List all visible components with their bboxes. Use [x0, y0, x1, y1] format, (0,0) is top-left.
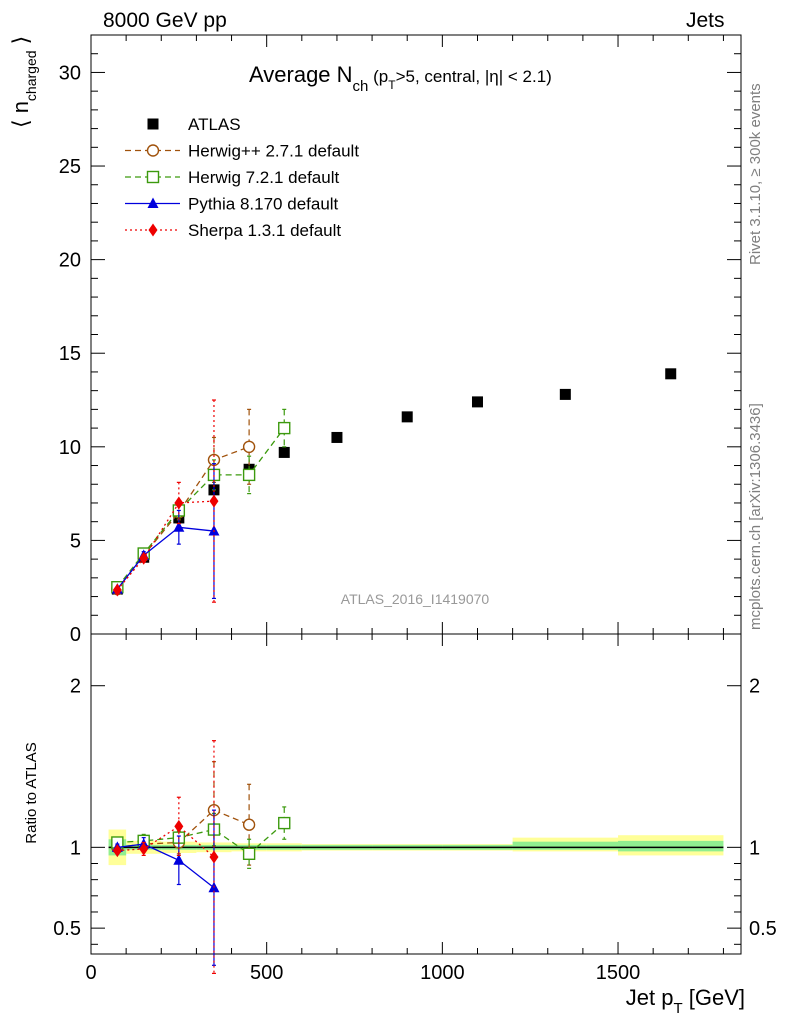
ratio-y-tick-label-left: 0.5 — [53, 918, 81, 940]
ratio-sherpa-1-3-1-default-point — [209, 850, 219, 864]
main-herwig-7-2-1-default-line — [116, 427, 285, 588]
legend-pythia-8-170-default-label: Pythia 8.170 default — [188, 195, 339, 214]
x-tick-label: 0 — [85, 962, 96, 984]
main-y-tick-label: 15 — [59, 343, 81, 365]
main-atlas-point — [665, 368, 677, 380]
ratio-y-tick-label-left: 1 — [70, 837, 81, 859]
main-y-tick-label: 10 — [59, 437, 81, 459]
ratio-stat-uncertainty-band — [618, 840, 724, 852]
main-herwig-7-2-1-default-point — [278, 421, 291, 435]
ratio-pythia-8-170-default-line — [117, 843, 215, 889]
ratio-herwig-7-2-1-default-point — [278, 816, 291, 830]
x-tick-label: 500 — [250, 962, 283, 984]
main-atlas-point — [401, 411, 413, 423]
main-sherpa-1-3-1-default-point — [112, 583, 122, 597]
legend-sherpa-1-3-1-default-marker — [148, 223, 158, 237]
legend-sherpa-1-3-1-default-label: Sherpa 1.3.1 default — [188, 221, 341, 240]
ratio-y-axis-label: Ratio to ATLAS — [23, 742, 40, 843]
main-sherpa-1-3-1-default-point — [209, 494, 219, 508]
main-sherpa-1-3-1-default-point — [139, 551, 149, 565]
main-atlas-point — [278, 446, 290, 458]
x-tick-label: 1500 — [596, 962, 641, 984]
main-y-tick-label: 25 — [59, 156, 81, 178]
ratio-y-tick-label-right: 1 — [749, 837, 760, 859]
legend-herwig-2-7-1-default-label: Herwig++ 2.7.1 default — [188, 142, 359, 161]
x-axis-label: Jet pT [GeV] — [626, 985, 745, 1017]
ratio-plot-frame — [90, 633, 742, 955]
main-atlas-point — [559, 388, 571, 400]
main-atlas-point — [471, 396, 483, 408]
main-sherpa-1-3-1-default-line — [116, 500, 215, 591]
main-herwig-2-7-1-default-line — [116, 446, 250, 590]
ratio-y-tick-label-right: 2 — [749, 676, 760, 698]
legend-herwig-2-7-1-default-marker — [146, 144, 160, 157]
legend-atlas-marker — [147, 118, 159, 130]
main-chart-title: Average Nch (pT>5, central, |η| < 2.1) — [249, 62, 552, 95]
main-y-tick-label: 20 — [59, 250, 81, 272]
main-y-axis-label: ⟨ ncharged ⟩ — [8, 36, 39, 128]
main-sherpa-1-3-1-default-point — [174, 496, 184, 510]
ratio-sherpa-1-3-1-default-point — [112, 844, 122, 858]
main-atlas-point — [331, 431, 343, 443]
header-right-label: Jets — [686, 9, 725, 32]
main-y-tick-label: 30 — [59, 62, 81, 84]
ratio-sherpa-1-3-1-default-point — [174, 819, 184, 833]
ratio-herwig-7-2-1-default-point — [242, 847, 256, 860]
legend-pythia-8-170-default-marker — [147, 197, 159, 208]
main-y-tick-label: 5 — [70, 530, 81, 552]
header-left-label: 8000 GeV pp — [103, 9, 227, 32]
main-y-tick-label: 0 — [70, 624, 81, 646]
legend-atlas-label: ATLAS — [188, 115, 241, 134]
analysis-id-watermark: ATLAS_2016_I1419070 — [341, 591, 490, 607]
ratio-sherpa-1-3-1-default-line — [117, 825, 215, 858]
ratio-stat-uncertainty-band — [512, 841, 619, 850]
ratio-pythia-8-170-default-point — [173, 854, 185, 865]
legend-herwig-7-2-1-default-marker — [146, 170, 160, 184]
x-tick-label: 1000 — [420, 962, 465, 984]
main-herwig-7-2-1-default-point — [242, 468, 256, 482]
main-pythia-8-170-default-line — [116, 526, 215, 590]
ratio-sherpa-1-3-1-default-point — [139, 842, 149, 856]
ratio-y-tick-label-right: 0.5 — [749, 918, 777, 940]
ratio-y-tick-label-left: 2 — [70, 676, 81, 698]
main-pythia-8-170-default-point — [173, 521, 185, 532]
main-herwig-2-7-1-default-point — [242, 440, 256, 454]
legend-herwig-7-2-1-default-label: Herwig 7.2.1 default — [188, 168, 339, 187]
ratio-herwig-2-7-1-default-point — [242, 818, 256, 831]
